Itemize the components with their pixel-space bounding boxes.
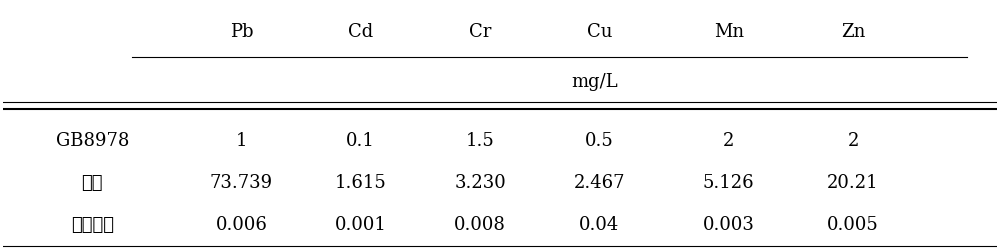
Text: 0.008: 0.008 (454, 216, 506, 234)
Text: 0.006: 0.006 (216, 216, 267, 234)
Text: mg/L: mg/L (571, 73, 618, 91)
Text: 2: 2 (847, 132, 859, 150)
Text: 0.003: 0.003 (703, 216, 755, 234)
Text: 原灰: 原灰 (82, 174, 103, 192)
Text: 5.126: 5.126 (703, 174, 755, 192)
Text: Mn: Mn (714, 23, 744, 41)
Text: 固态产物: 固态产物 (71, 216, 114, 234)
Text: 0.001: 0.001 (335, 216, 387, 234)
Text: 3.230: 3.230 (454, 174, 506, 192)
Text: 2.467: 2.467 (574, 174, 625, 192)
Text: Pb: Pb (230, 23, 253, 41)
Text: 0.5: 0.5 (585, 132, 614, 150)
Text: 1.615: 1.615 (335, 174, 387, 192)
Text: 1.5: 1.5 (466, 132, 494, 150)
Text: 20.21: 20.21 (827, 174, 879, 192)
Text: Cd: Cd (348, 23, 373, 41)
Text: Cr: Cr (469, 23, 491, 41)
Text: 1: 1 (236, 132, 247, 150)
Text: 0.1: 0.1 (346, 132, 375, 150)
Text: 73.739: 73.739 (210, 174, 273, 192)
Text: 2: 2 (723, 132, 734, 150)
Text: 0.005: 0.005 (827, 216, 879, 234)
Text: 0.04: 0.04 (579, 216, 620, 234)
Text: Zn: Zn (841, 23, 865, 41)
Text: GB8978: GB8978 (56, 132, 129, 150)
Text: Cu: Cu (587, 23, 612, 41)
